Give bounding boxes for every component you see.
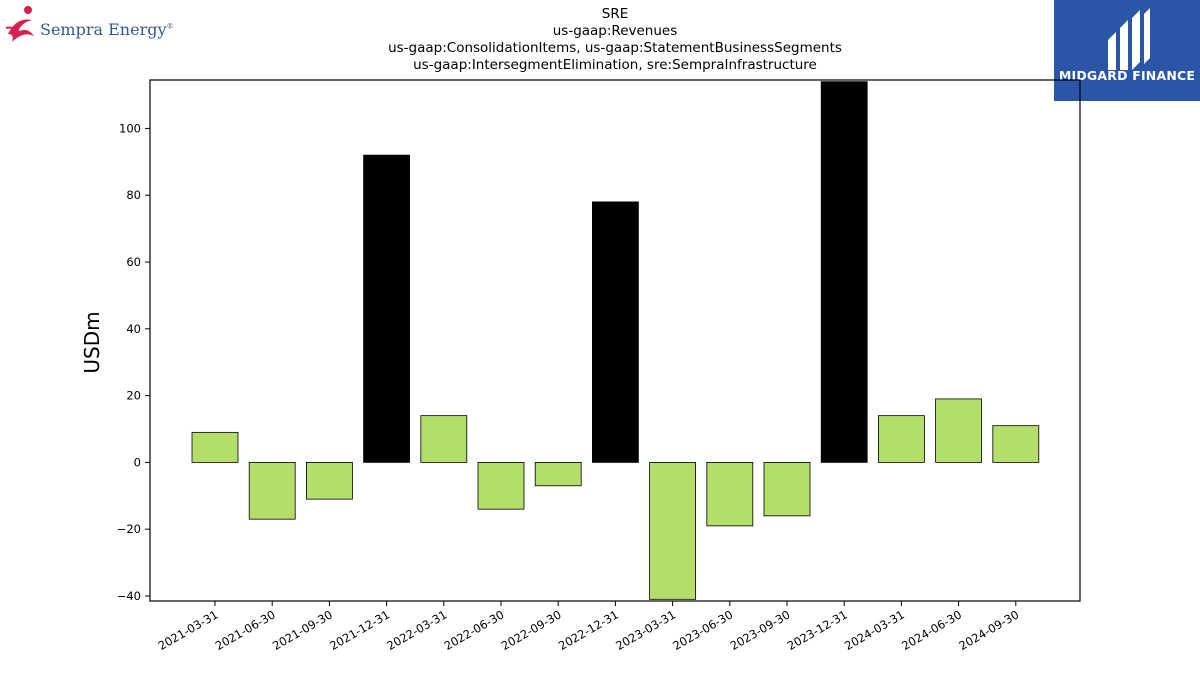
bar-2024-03-31 <box>878 415 925 463</box>
y-tick-label: 60 <box>126 255 141 269</box>
midgard-emblem-icon <box>1108 8 1150 70</box>
y-tick-label: 20 <box>126 389 141 403</box>
bar-2022-06-30 <box>477 462 525 510</box>
chart-title-line: us-gaap:IntersegmentElimination, sre:Sem… <box>413 57 817 73</box>
bar-2021-12-31 <box>363 154 411 463</box>
y-tick-label: 80 <box>126 188 141 202</box>
bar-2023-09-30 <box>763 462 811 517</box>
bar-2021-09-30 <box>305 462 353 500</box>
bar-2022-03-31 <box>420 415 468 463</box>
x-tick-label: 2021-03-31 <box>156 607 221 653</box>
bar-2022-09-30 <box>534 462 582 487</box>
bar-2023-12-31 <box>820 81 868 463</box>
y-tick-label: −40 <box>117 589 141 603</box>
y-tick-label: 40 <box>126 322 141 336</box>
sempra-energy-logo-text: Sempra Energy® <box>40 20 174 39</box>
x-tick-label: 2022-12-31 <box>556 607 621 653</box>
x-tick-label: 2021-12-31 <box>327 607 392 653</box>
y-tick-label: 0 <box>134 455 141 469</box>
chart-title-line: us-gaap:ConsolidationItems, us-gaap:Stat… <box>388 40 842 56</box>
bar-2022-12-31 <box>592 201 639 463</box>
bar-2024-06-30 <box>935 398 982 463</box>
plot-frame <box>149 79 1081 602</box>
x-tick-label: 2022-06-30 <box>442 607 507 653</box>
y-tick-label: 100 <box>119 121 141 135</box>
x-tick-label: 2022-03-31 <box>384 607 449 653</box>
x-tick-label: 2021-06-30 <box>213 607 278 653</box>
x-tick-label: 2023-12-31 <box>785 607 850 653</box>
x-tick-label: 2024-09-30 <box>956 607 1021 653</box>
y-tick-label: −20 <box>117 522 141 536</box>
chart-title-line: SRE <box>601 6 629 22</box>
bar-2023-03-31 <box>649 462 696 600</box>
x-tick-label: 2023-09-30 <box>728 607 793 653</box>
x-tick-label: 2023-03-31 <box>613 607 678 653</box>
bar-2023-06-30 <box>706 462 754 527</box>
y-axis-label: USDm <box>80 311 104 373</box>
x-tick-label: 2021-09-30 <box>270 607 335 653</box>
x-tick-label: 2022-09-30 <box>499 607 564 653</box>
x-tick-label: 2024-03-31 <box>842 607 907 653</box>
sempra-figure-icon <box>5 6 34 42</box>
x-tick-label: 2023-06-30 <box>670 607 735 653</box>
x-tick-label: 2024-06-30 <box>899 607 964 653</box>
chart-title: SRE us-gaap:Revenues us-gaap:Consolidati… <box>215 6 1015 74</box>
bar-2021-03-31 <box>191 431 239 463</box>
midgard-finance-logo: MIDGARD FINANCE <box>1054 0 1200 101</box>
bar-2021-06-30 <box>248 462 296 520</box>
midgard-finance-text: MIDGARD FINANCE <box>1058 68 1196 83</box>
sempra-energy-logo: Sempra Energy® <box>4 4 179 46</box>
bar-2024-09-30 <box>992 425 1040 463</box>
chart-title-line: us-gaap:Revenues <box>552 23 678 39</box>
